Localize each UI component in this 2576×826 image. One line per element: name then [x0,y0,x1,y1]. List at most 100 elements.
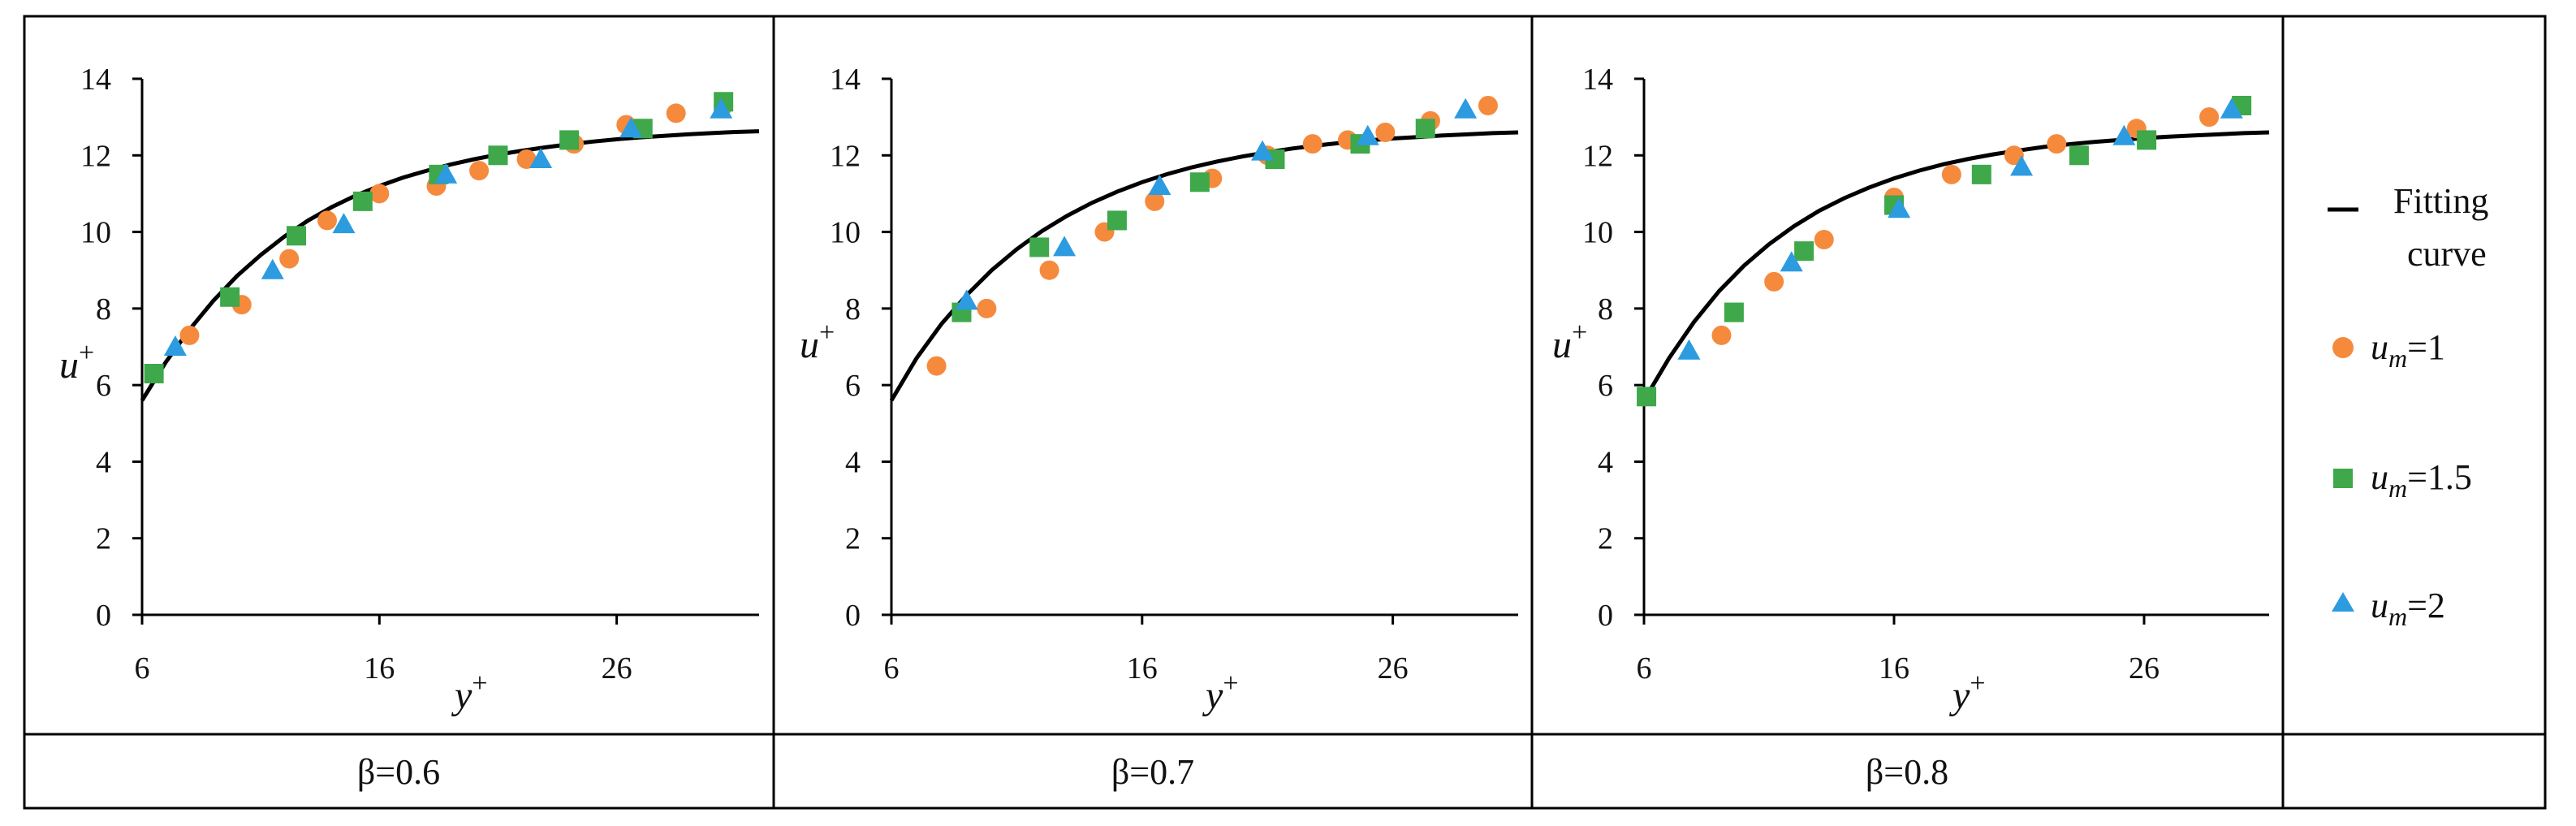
point-um1 [1302,134,1323,154]
y-tick-label: 10 [830,216,861,250]
point-um15 [1724,302,1744,322]
x-axis-label: y+ [1948,668,1986,717]
y-tick-label: 14 [830,63,861,97]
legend: Fitting curve um=1 um=1.5 um=2 [2328,181,2488,631]
y-tick-label: 14 [80,63,111,97]
x-tick-label: 26 [1378,651,1409,685]
point-um15 [1971,164,1991,184]
y-axis-label: u+ [59,338,94,387]
point-um1 [516,149,537,169]
point-um15 [559,130,580,150]
point-um2 [163,335,187,356]
point-um1 [666,103,686,123]
point-um15 [1415,119,1435,139]
point-um2 [434,162,458,184]
point-um15 [2137,130,2157,150]
point-um2 [1053,236,1077,257]
y-tick-label: 8 [96,292,111,327]
point-um2 [2010,155,2034,176]
y-tick-label: 4 [96,445,111,479]
panel-beta-0-6: 0 2 4 6 8 10 12 14 6 16 26 u+ y+ [59,63,760,717]
point-um15 [1794,241,1814,262]
x-tick-label: 16 [364,651,395,685]
point-um2 [2112,124,2136,145]
point-um15 [1189,172,1210,192]
y-tick-label: 6 [1598,369,1613,403]
point-um15 [1637,387,1657,407]
point-um1 [2047,134,2067,154]
y-tick-label: 6 [845,369,861,403]
point-um1 [1478,96,1498,115]
x-tick-label: 6 [1637,651,1652,685]
point-um2 [619,117,643,138]
x-tick-label: 16 [1127,651,1158,685]
y-tick-label: 0 [96,599,111,633]
panel-beta-0-8: 0 2 4 6 8 10 12 14 6 16 26 u+ y+ [1552,63,2270,717]
point-um2 [1251,140,1275,161]
point-um15 [352,191,373,211]
legend-um15-label: um=1.5 [2371,457,2472,503]
point-um1 [1145,191,1165,211]
point-um15 [1029,237,1050,257]
y-tick-label: 12 [1582,139,1613,173]
legend-um1-marker [2332,337,2354,358]
y-axis-label: u+ [1552,318,1587,366]
y-tick-label: 4 [1598,445,1613,479]
x-tick-label: 6 [884,651,900,685]
caption-beta-0-6: β=0.6 [357,752,440,792]
y-tick-label: 12 [830,139,861,173]
fitting-curve [140,129,760,402]
point-um2 [332,213,356,234]
y-tick-label: 6 [96,369,111,403]
legend-um1-label: um=1 [2371,327,2445,373]
point-um1 [469,161,490,181]
point-um1 [1941,164,1961,184]
point-um1 [1375,123,1396,142]
point-um1 [279,249,300,269]
x-axis-label: y+ [451,668,488,717]
point-um15 [144,364,164,383]
legend-um2-label: um=2 [2371,586,2445,631]
point-um2 [1677,339,1701,360]
x-tick-label: 16 [1879,651,1909,685]
caption-beta-0-7: β=0.7 [1111,752,1194,792]
y-tick-label: 2 [1598,522,1613,556]
y-tick-label: 2 [96,522,111,556]
y-tick-label: 14 [1582,63,1613,97]
point-um1 [179,325,200,345]
legend-um15-marker [2333,469,2353,488]
y-axis-label: u+ [800,318,835,366]
caption-beta-0-8: β=0.8 [1866,752,1948,792]
y-tick-label: 4 [845,445,861,479]
point-um1 [1039,260,1059,280]
y-tick-label: 2 [845,522,861,556]
point-um1 [1711,325,1732,345]
panel-beta-0-7: 0 2 4 6 8 10 12 14 6 16 26 u+ y+ [800,63,1519,717]
point-um2 [1780,251,1803,272]
y-tick-label: 12 [80,139,111,173]
point-um2 [1356,124,1379,145]
table-frame [23,15,2547,810]
point-um2 [710,97,733,119]
point-um15 [2069,145,2089,166]
point-um2 [1888,197,1911,218]
point-um2 [2220,97,2243,119]
point-um2 [261,258,284,279]
y-tick-label: 8 [845,292,861,327]
point-um1 [369,184,390,204]
x-tick-label: 26 [2129,651,2160,685]
legend-um2-marker [2332,592,2354,612]
point-um1 [977,298,997,318]
point-um2 [955,289,978,310]
point-um15 [1107,210,1127,231]
y-tick-label: 10 [80,216,111,250]
point-um2 [529,148,553,168]
y-tick-label: 0 [845,599,861,633]
point-um2 [1148,175,1171,195]
x-axis-label: y+ [1202,668,1239,717]
x-tick-label: 26 [602,651,632,685]
fitting-curve [1642,130,2270,402]
point-um15 [488,145,508,166]
legend-fit-label-2: curve [2407,234,2487,274]
y-tick-label: 8 [1598,292,1613,327]
